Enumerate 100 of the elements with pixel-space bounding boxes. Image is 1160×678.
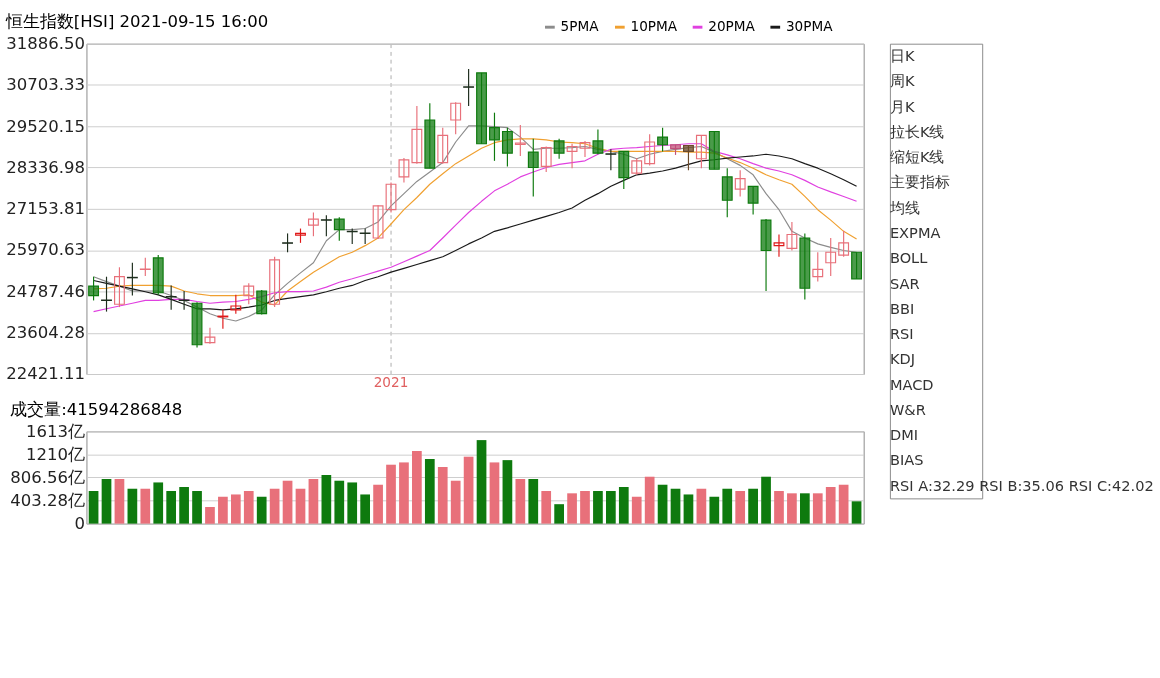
legend-label: 30PMA [785, 18, 834, 35]
y-tick-label: 403.28亿 [10, 490, 86, 510]
text: 日K [889, 47, 915, 65]
bar [593, 491, 603, 524]
candlestick [463, 68, 475, 107]
bar [450, 480, 461, 524]
y-tick-label: 23604.28 [6, 323, 86, 343]
bar [606, 491, 616, 524]
text: W&R [889, 400, 926, 418]
candlestick [721, 167, 733, 218]
bar [851, 501, 862, 524]
bar [153, 482, 164, 524]
candlestick [773, 233, 785, 258]
bar [243, 491, 254, 524]
bar [774, 491, 784, 524]
bar [399, 462, 409, 524]
candlestick [734, 169, 746, 198]
bar [567, 493, 577, 524]
y-tick-label: 0 [74, 513, 86, 533]
bar [554, 504, 564, 524]
candlestick [540, 145, 552, 173]
text: BIAS [889, 451, 924, 469]
bar [166, 491, 177, 524]
candlestick [411, 105, 423, 165]
y-tick-label: 25970.63 [6, 240, 86, 260]
candlestick [269, 256, 281, 308]
candlestick [217, 309, 229, 330]
chart-title: 恒生指数[HSI] 2021-09-15 16:00 [4, 12, 269, 32]
x-tick-label: 2021 [373, 374, 409, 391]
candlestick [282, 232, 294, 253]
bar [528, 479, 539, 524]
bar [476, 440, 487, 524]
candlestick [592, 128, 604, 155]
text: 月K [889, 97, 915, 115]
candlestick [838, 230, 850, 258]
candlestick [514, 124, 526, 157]
text: 缩短K线 [889, 148, 945, 166]
candlestick [139, 257, 151, 277]
bar [502, 460, 513, 524]
text: 主要指标 [889, 173, 950, 191]
y-tick-label: 806.56亿 [10, 467, 86, 487]
candlestick [489, 112, 500, 162]
candlestick [450, 101, 462, 135]
candlestick [178, 290, 190, 311]
bar [437, 466, 448, 524]
bar [580, 491, 590, 524]
bar [127, 488, 138, 524]
text: SAR [889, 274, 920, 292]
candlestick [605, 148, 617, 171]
bar [657, 484, 668, 524]
bar [140, 488, 151, 524]
candlestick [307, 211, 319, 237]
text: RSI [889, 325, 914, 343]
bar [295, 488, 306, 524]
candlestick [372, 204, 384, 240]
bar [386, 464, 396, 524]
candlestick [320, 214, 332, 237]
bar [282, 480, 293, 524]
bar [541, 491, 552, 524]
bar [269, 488, 280, 524]
candlestick [527, 138, 539, 198]
bar [424, 458, 435, 524]
bar [114, 479, 125, 524]
bar [838, 484, 849, 524]
candlestick [385, 181, 397, 214]
text: BOLL [889, 249, 929, 267]
bar [463, 456, 474, 524]
bar [347, 482, 358, 524]
candlestick [204, 327, 216, 345]
bar [696, 488, 707, 524]
bar [192, 491, 202, 524]
bar [631, 496, 642, 524]
bar [101, 479, 112, 524]
legend-label: 5PMA [560, 18, 600, 35]
candlestick [333, 216, 345, 242]
candlestick [695, 134, 707, 169]
bar [670, 488, 681, 524]
y-tick-label: 22421.11 [6, 364, 86, 384]
bar [308, 479, 319, 524]
text: 周K [889, 72, 915, 90]
bar [683, 494, 694, 524]
bar [735, 491, 746, 524]
text: KDJ [889, 350, 915, 368]
candlestick [113, 266, 125, 308]
y-tick-label: 29520.15 [6, 116, 86, 136]
bar [825, 487, 836, 524]
y-tick-label: 1210亿 [26, 444, 86, 464]
y-tick-label: 28336.98 [6, 157, 86, 177]
legend-label: 20PMA [708, 18, 756, 35]
bar [722, 488, 733, 524]
y-tick-label: 27153.81 [6, 199, 86, 219]
y-tick-label: 24787.46 [6, 281, 86, 301]
bar [812, 493, 823, 524]
text: BBI [889, 299, 915, 317]
text: DMI [889, 426, 918, 444]
text: MACD [889, 375, 934, 393]
candlestick [165, 284, 177, 311]
bar [321, 475, 332, 524]
candlestick [786, 221, 798, 252]
bar [218, 496, 228, 524]
